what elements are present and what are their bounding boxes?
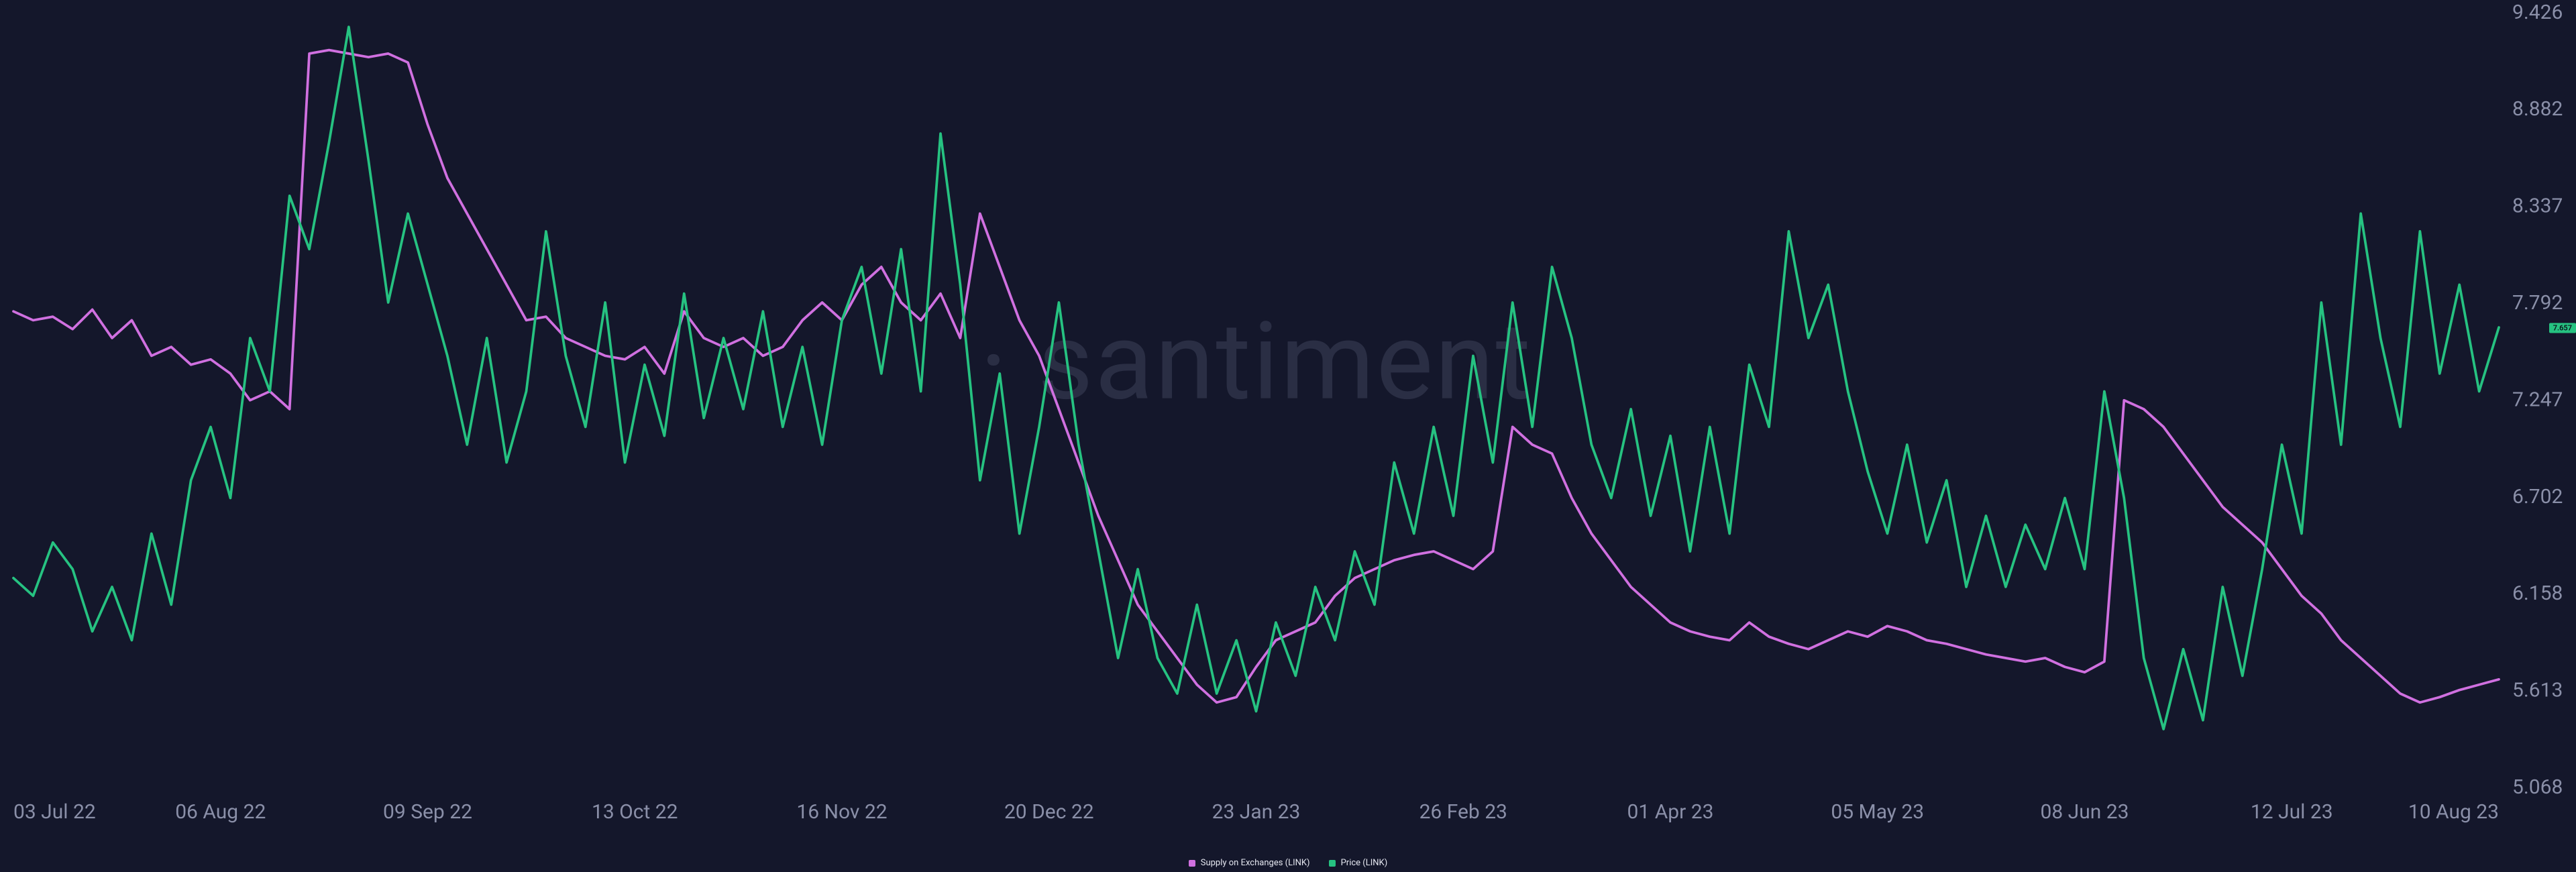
legend-swatch-icon bbox=[1329, 860, 1336, 867]
y-tick-label: 8.882 bbox=[2512, 97, 2563, 121]
chart-svg: · santiment 9.426 8.882 8.337 7.792 7.247 6.70… bbox=[0, 0, 2576, 872]
y-tick-label: 8.337 bbox=[2512, 195, 2563, 218]
y-tick-label: 9.426 bbox=[2512, 1, 2563, 24]
x-tick-label: 01 Apr 23 bbox=[1627, 800, 1714, 824]
legend: Supply on Exchanges (LINK) Price (LINK) bbox=[0, 858, 2576, 868]
y-tick-label: 6.702 bbox=[2512, 485, 2563, 508]
legend-swatch-icon bbox=[1189, 860, 1195, 867]
x-tick-label: 09 Sep 22 bbox=[383, 800, 472, 824]
legend-label: Price (LINK) bbox=[1341, 858, 1388, 868]
watermark: · santiment bbox=[979, 300, 1532, 425]
x-tick-label: 20 Dec 22 bbox=[1004, 800, 1094, 824]
legend-item-price[interactable]: Price (LINK) bbox=[1329, 858, 1388, 868]
legend-label: Supply on Exchanges (LINK) bbox=[1201, 858, 1310, 868]
current-value-tag: 7.657 bbox=[2549, 323, 2576, 333]
x-tick-label: 26 Feb 23 bbox=[1419, 800, 1507, 824]
y-tick-label: 6.158 bbox=[2512, 582, 2563, 605]
x-tick-label: 23 Jan 23 bbox=[1212, 800, 1301, 824]
x-tick-label: 05 May 23 bbox=[1831, 800, 1924, 824]
y-tick-label: 5.613 bbox=[2512, 678, 2563, 702]
y-tick-label: 5.068 bbox=[2512, 775, 2563, 799]
x-tick-label: 10 Aug 23 bbox=[2408, 800, 2499, 824]
x-tick-label: 08 Jun 23 bbox=[2041, 800, 2129, 824]
x-tick-label: 06 Aug 22 bbox=[175, 800, 266, 824]
y-tick-label: 7.247 bbox=[2512, 388, 2563, 411]
x-tick-label: 13 Oct 22 bbox=[592, 800, 678, 824]
x-tick-label: 12 Jul 23 bbox=[2251, 800, 2333, 824]
x-tick-label: 03 Jul 22 bbox=[13, 800, 96, 824]
chart-container: · santiment 9.426 8.882 8.337 7.792 7.247 6.70… bbox=[0, 0, 2576, 872]
x-tick-label: 16 Nov 22 bbox=[796, 800, 887, 824]
legend-item-supply[interactable]: Supply on Exchanges (LINK) bbox=[1189, 858, 1310, 868]
y-tick-label: 7.792 bbox=[2512, 291, 2563, 315]
